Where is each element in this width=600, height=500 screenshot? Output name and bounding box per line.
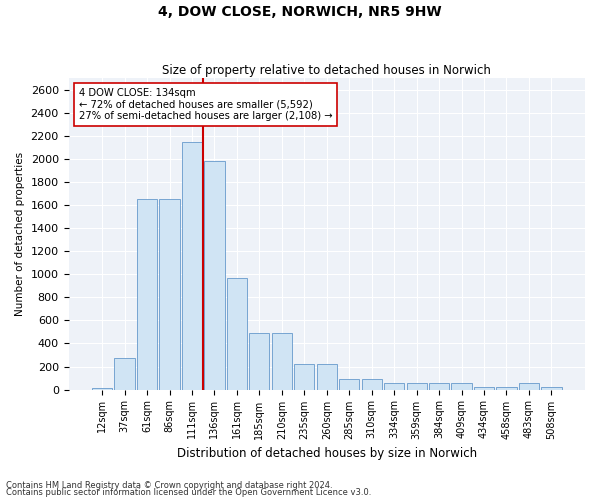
Bar xyxy=(137,200,157,390)
Y-axis label: Number of detached properties: Number of detached properties xyxy=(15,152,25,316)
Bar xyxy=(227,278,247,390)
Title: Size of property relative to detached houses in Norwich: Size of property relative to detached ho… xyxy=(163,64,491,77)
Bar xyxy=(294,364,314,390)
Bar xyxy=(474,388,494,390)
Bar xyxy=(384,383,404,390)
Bar xyxy=(339,379,359,390)
Bar xyxy=(429,383,449,390)
Bar xyxy=(317,364,337,390)
Bar xyxy=(205,161,224,390)
Text: Contains HM Land Registry data © Crown copyright and database right 2024.: Contains HM Land Registry data © Crown c… xyxy=(6,480,332,490)
Text: 4 DOW CLOSE: 134sqm
← 72% of detached houses are smaller (5,592)
27% of semi-det: 4 DOW CLOSE: 134sqm ← 72% of detached ho… xyxy=(79,88,332,120)
Bar xyxy=(272,333,292,390)
Bar xyxy=(451,383,472,390)
Bar xyxy=(115,358,134,390)
X-axis label: Distribution of detached houses by size in Norwich: Distribution of detached houses by size … xyxy=(177,447,477,460)
Bar xyxy=(496,388,517,390)
Text: Contains public sector information licensed under the Open Government Licence v3: Contains public sector information licen… xyxy=(6,488,371,497)
Bar xyxy=(249,333,269,390)
Bar xyxy=(541,388,562,390)
Bar xyxy=(519,383,539,390)
Bar xyxy=(92,388,112,390)
Bar xyxy=(407,383,427,390)
Text: 4, DOW CLOSE, NORWICH, NR5 9HW: 4, DOW CLOSE, NORWICH, NR5 9HW xyxy=(158,5,442,19)
Bar xyxy=(182,142,202,390)
Bar xyxy=(362,379,382,390)
Bar xyxy=(160,200,179,390)
